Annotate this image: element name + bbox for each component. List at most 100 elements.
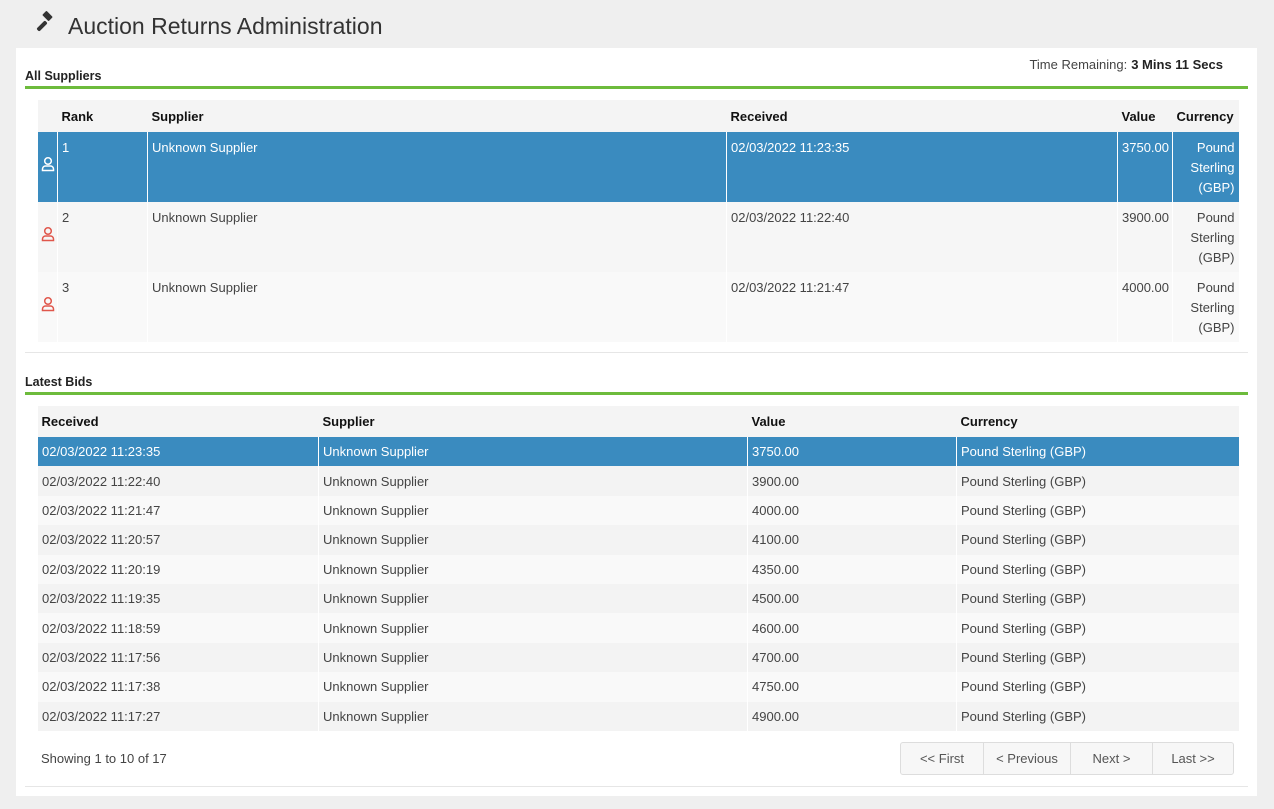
rank-cell: 2 [57, 202, 148, 272]
all-suppliers-title: All Suppliers [25, 69, 102, 83]
received-cell: 02/03/2022 11:23:35 [37, 437, 319, 467]
received-cell: 02/03/2022 11:20:57 [37, 525, 319, 555]
currency-cell: Pound Sterling (GBP) [956, 437, 1239, 467]
suppliers-table: Rank Supplier Received Value Currency 1 … [37, 100, 1239, 342]
supplier-header[interactable]: Supplier [147, 100, 727, 132]
received-cell: 02/03/2022 11:22:40 [37, 466, 319, 496]
currency-cell: Pound Sterling (GBP) [956, 672, 1239, 702]
user-icon [37, 272, 58, 342]
bid-row[interactable]: 02/03/2022 11:17:38 Unknown Supplier 475… [37, 672, 1239, 702]
received-cell: 02/03/2022 11:17:27 [37, 701, 319, 731]
last-page-button[interactable]: Last >> [1152, 743, 1233, 774]
received-cell: 02/03/2022 11:19:35 [37, 583, 319, 614]
bid-row[interactable]: 02/03/2022 11:23:35 Unknown Supplier 375… [37, 437, 1239, 467]
value-header[interactable]: Value [1117, 100, 1173, 132]
supplier-cell: Unknown Supplier [318, 437, 748, 467]
next-page-button[interactable]: Next > [1070, 743, 1152, 774]
supplier-cell: Unknown Supplier [318, 525, 748, 555]
supplier-row[interactable]: 1 Unknown Supplier 02/03/2022 11:23:35 3… [37, 132, 1239, 202]
currency-cell: Pound Sterling (GBP) [956, 642, 1239, 673]
bid-row[interactable]: 02/03/2022 11:20:57 Unknown Supplier 410… [37, 525, 1239, 555]
user-icon [37, 202, 58, 272]
gavel-icon [34, 11, 58, 41]
page-title: Auction Returns Administration [68, 12, 383, 39]
supplier-row[interactable]: 2 Unknown Supplier 02/03/2022 11:22:40 3… [37, 202, 1239, 272]
time-remaining-label: Time Remaining: [1029, 57, 1128, 72]
currency-cell: Pound Sterling (GBP) [1172, 272, 1239, 342]
first-page-button[interactable]: << First [919, 751, 965, 766]
received-cell: 02/03/2022 11:18:59 [37, 613, 319, 643]
bid-row[interactable]: 02/03/2022 11:19:35 Unknown Supplier 450… [37, 583, 1239, 614]
currency-cell: Pound Sterling (GBP) [956, 525, 1239, 555]
main-panel: All Suppliers Time Remaining: 3 Mins 11 S… [16, 48, 1257, 796]
section-divider [25, 86, 1248, 89]
supplier-cell: Unknown Supplier [318, 466, 748, 496]
time-remaining-value: 3 Mins 11 Secs [1131, 57, 1223, 72]
bid-row[interactable]: 02/03/2022 11:18:59 Unknown Supplier 460… [37, 613, 1239, 643]
supplier-cell: Unknown Supplier [147, 202, 727, 272]
value-cell: 4750.00 [747, 672, 957, 702]
value-header[interactable]: Value [747, 406, 957, 437]
currency-cell: Pound Sterling (GBP) [956, 466, 1239, 496]
supplier-cell: Unknown Supplier [147, 132, 727, 202]
currency-cell: Pound Sterling (GBP) [1172, 202, 1239, 272]
supplier-cell: Unknown Supplier [318, 613, 748, 643]
supplier-cell: Unknown Supplier [147, 272, 727, 342]
received-cell: 02/03/2022 11:17:56 [37, 642, 319, 673]
rank-header[interactable]: Rank [57, 100, 148, 132]
supplier-cell: Unknown Supplier [318, 554, 748, 584]
received-header[interactable]: Received [37, 406, 319, 437]
time-remaining: Time Remaining: 3 Mins 11 Secs [1029, 57, 1223, 72]
user-icon [37, 132, 58, 202]
previous-page-button[interactable]: < Previous [983, 743, 1070, 774]
currency-header[interactable]: Currency [956, 406, 1239, 437]
bid-row[interactable]: 02/03/2022 11:17:27 Unknown Supplier 490… [37, 701, 1239, 731]
supplier-header[interactable]: Supplier [318, 406, 748, 437]
supplier-cell: Unknown Supplier [318, 495, 748, 526]
supplier-cell: Unknown Supplier [318, 583, 748, 614]
bid-row[interactable]: 02/03/2022 11:20:19 Unknown Supplier 435… [37, 554, 1239, 584]
value-cell: 4600.00 [747, 613, 957, 643]
received-header[interactable]: Received [726, 100, 1118, 132]
currency-cell: Pound Sterling (GBP) [1172, 132, 1239, 202]
value-cell: 3900.00 [1117, 202, 1173, 272]
divider [25, 786, 1248, 787]
section-divider [25, 392, 1248, 395]
bid-row[interactable]: 02/03/2022 11:17:56 Unknown Supplier 470… [37, 642, 1239, 673]
rank-cell: 1 [57, 132, 148, 202]
icon-header [37, 100, 58, 132]
pagination: << First < Previous Next > Last >> [900, 742, 1234, 775]
currency-header[interactable]: Currency [1172, 100, 1239, 132]
value-cell: 3750.00 [1117, 132, 1173, 202]
received-cell: 02/03/2022 11:17:38 [37, 672, 319, 702]
latest-bids-title: Latest Bids [25, 375, 93, 389]
divider [25, 352, 1248, 353]
supplier-cell: Unknown Supplier [318, 701, 748, 731]
value-cell: 4700.00 [747, 642, 957, 673]
value-cell: 4500.00 [747, 583, 957, 614]
value-cell: 4000.00 [1117, 272, 1173, 342]
currency-cell: Pound Sterling (GBP) [956, 554, 1239, 584]
value-cell: 4000.00 [747, 495, 957, 526]
currency-cell: Pound Sterling (GBP) [956, 495, 1239, 526]
received-cell: 02/03/2022 11:22:40 [726, 202, 1118, 272]
received-cell: 02/03/2022 11:20:19 [37, 554, 319, 584]
currency-cell: Pound Sterling (GBP) [956, 583, 1239, 614]
value-cell: 3900.00 [747, 466, 957, 496]
latest-bids-table: Received Supplier Value Currency 02/03/2… [37, 406, 1239, 731]
bid-row[interactable]: 02/03/2022 11:21:47 Unknown Supplier 400… [37, 495, 1239, 526]
received-cell: 02/03/2022 11:21:47 [37, 495, 319, 526]
value-cell: 4350.00 [747, 554, 957, 584]
rank-cell: 3 [57, 272, 148, 342]
page-header: Auction Returns Administration [34, 10, 383, 42]
currency-cell: Pound Sterling (GBP) [956, 701, 1239, 731]
value-cell: 4100.00 [747, 525, 957, 555]
currency-cell: Pound Sterling (GBP) [956, 613, 1239, 643]
value-cell: 3750.00 [747, 437, 957, 467]
showing-count: Showing 1 to 10 of 17 [41, 751, 167, 766]
bid-row[interactable]: 02/03/2022 11:22:40 Unknown Supplier 390… [37, 466, 1239, 496]
supplier-cell: Unknown Supplier [318, 672, 748, 702]
received-cell: 02/03/2022 11:21:47 [726, 272, 1118, 342]
supplier-row[interactable]: 3 Unknown Supplier 02/03/2022 11:21:47 4… [37, 272, 1239, 342]
received-cell: 02/03/2022 11:23:35 [726, 132, 1118, 202]
